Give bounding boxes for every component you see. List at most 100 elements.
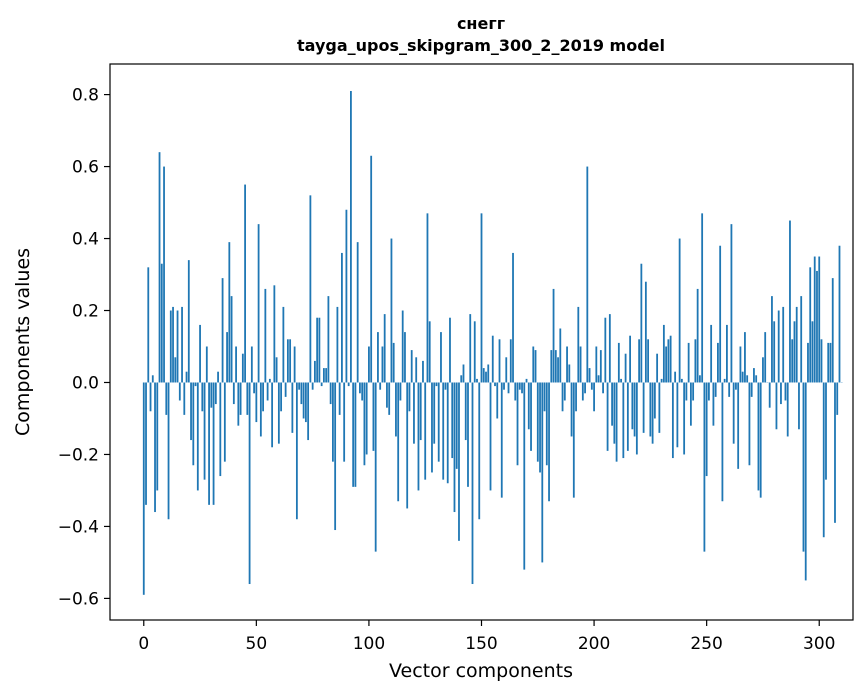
x-tick-label-1: 50: [246, 634, 268, 654]
bar-275: [762, 357, 764, 383]
bar-254: [714, 382, 717, 397]
bar-214: [624, 353, 627, 383]
bar-250: [705, 382, 708, 477]
bar-261: [730, 224, 733, 383]
bar-224: [647, 339, 650, 383]
bar-116: [404, 332, 406, 383]
bar-18: [183, 382, 186, 415]
bar-222: [642, 382, 645, 433]
bar-274: [759, 382, 762, 498]
bar-74: [309, 195, 312, 383]
bar-282: [777, 310, 780, 383]
bar-221: [640, 263, 643, 383]
bar-255: [717, 342, 719, 383]
bar-147: [473, 321, 476, 383]
bar-301: [820, 339, 823, 383]
bar-88: [341, 252, 343, 383]
bar-286: [786, 382, 789, 437]
bar-11: [167, 382, 170, 520]
bar-266: [741, 371, 744, 383]
bar-132: [440, 332, 442, 383]
bar-196: [584, 382, 586, 394]
bar-202: [597, 375, 600, 383]
bar-139: [455, 382, 458, 469]
bar-98: [363, 382, 366, 466]
bar-4: [151, 375, 154, 383]
bar-81: [325, 368, 328, 383]
bar-195: [581, 382, 584, 401]
bar-26: [201, 382, 204, 412]
bar-48: [250, 346, 253, 383]
bar-69: [298, 382, 301, 390]
bar-102: [372, 382, 375, 451]
bar-148: [476, 378, 478, 383]
bar-92: [350, 90, 352, 383]
bar-105: [379, 382, 382, 390]
bar-114: [399, 382, 402, 401]
bar-130: [435, 382, 438, 387]
bar-268: [746, 375, 749, 383]
bar-227: [653, 382, 656, 419]
bar-212: [620, 378, 622, 383]
bar-94: [354, 382, 357, 487]
bar-220: [638, 339, 641, 383]
bar-63: [284, 382, 287, 397]
bar-53: [262, 382, 264, 412]
bar-184: [557, 357, 559, 383]
bar-237: [676, 382, 679, 448]
bar-129: [433, 382, 436, 444]
bar-35: [221, 278, 224, 383]
bar-272: [755, 375, 758, 383]
bar-56: [268, 378, 271, 383]
bar-140: [458, 382, 460, 541]
bar-8: [160, 263, 163, 383]
bar-108: [386, 382, 388, 408]
chart-subtitle: tayga_upos_skipgram_300_2_2019 model: [297, 36, 665, 55]
bar-64: [286, 339, 289, 383]
bar-285: [784, 382, 787, 401]
bar-91: [347, 382, 350, 387]
bar-276: [764, 332, 767, 383]
bar-242: [687, 342, 690, 383]
bar-248: [701, 213, 704, 383]
bar-87: [338, 382, 341, 415]
bar-288: [791, 339, 794, 383]
bar-93: [352, 382, 355, 487]
bar-80: [322, 368, 325, 383]
bar-228: [656, 353, 659, 383]
bar-7: [158, 152, 161, 383]
bar-164: [512, 252, 514, 383]
bar-117: [406, 382, 409, 509]
bar-112: [395, 382, 397, 437]
bar-307: [834, 382, 836, 523]
bar-182: [552, 288, 555, 383]
bar-308: [836, 382, 839, 415]
bar-192: [575, 382, 577, 412]
bar-206: [606, 382, 609, 451]
bar-278: [768, 382, 771, 408]
bar-299: [816, 270, 818, 383]
bar-208: [611, 382, 613, 426]
bar-219: [635, 382, 638, 455]
bar-33: [217, 371, 219, 383]
bar-72: [304, 382, 307, 423]
bar-144: [467, 382, 469, 487]
bar-162: [507, 382, 510, 394]
bar-30: [210, 382, 213, 408]
bar-291: [798, 382, 800, 430]
bar-75: [311, 382, 314, 390]
bar-257: [721, 382, 724, 502]
bar-38: [228, 242, 231, 383]
bar-96: [359, 382, 361, 394]
bar-99: [365, 382, 368, 455]
x-tick-label-2: 100: [353, 634, 385, 654]
bar-199: [590, 382, 593, 390]
bar-40: [232, 382, 235, 405]
x-axis-ticks: 0 50 100 150 200 250 300: [138, 620, 835, 654]
bar-298: [813, 256, 816, 383]
bar-27: [203, 382, 206, 480]
bar-110: [390, 238, 393, 383]
bar-103: [374, 382, 377, 552]
bar-68: [295, 382, 298, 520]
bar-241: [685, 382, 688, 401]
